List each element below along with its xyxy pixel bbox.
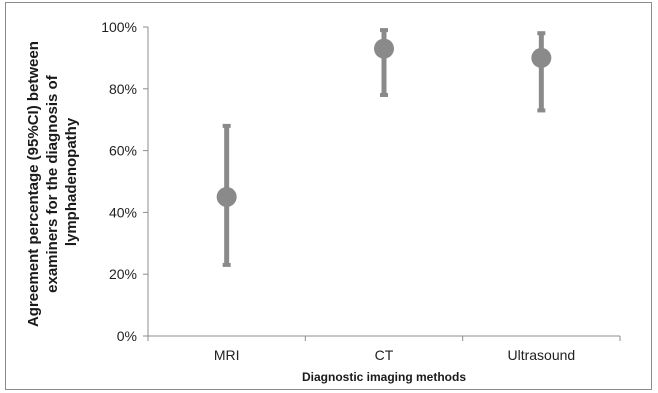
data-point xyxy=(374,38,394,59)
y-tick-label: 60% xyxy=(109,143,137,159)
y-axis-title: Agreement percentage (95%CI) between exa… xyxy=(25,37,80,327)
y-tick-label: 40% xyxy=(109,204,137,220)
y-axis-title-line-2: examiners for the diagnosis of xyxy=(44,74,61,293)
x-tick-label: CT xyxy=(375,347,394,363)
y-ticks: 0% 20% 40% 60% 80% 100% xyxy=(101,19,148,344)
error-bars xyxy=(222,28,546,267)
y-axis-title-line-3: lymphadenopathy xyxy=(63,117,80,246)
data-point xyxy=(531,47,552,68)
y-tick-label: 80% xyxy=(109,81,137,97)
y-tick-label: 20% xyxy=(109,266,137,282)
x-tick-label: MRI xyxy=(214,347,240,363)
y-tick-label: 0% xyxy=(117,328,137,344)
x-axis-title: Diagnostic imaging methods xyxy=(302,370,466,384)
y-axis-title-line-1: Agreement percentage (95%CI) between xyxy=(25,41,42,327)
axes xyxy=(147,27,620,337)
data-point xyxy=(216,186,237,207)
x-ticks: MRI CT Ultrasound xyxy=(147,336,621,363)
y-tick-label: 100% xyxy=(101,19,137,35)
data-points xyxy=(216,38,552,207)
x-tick-label: Ultrasound xyxy=(507,347,575,363)
